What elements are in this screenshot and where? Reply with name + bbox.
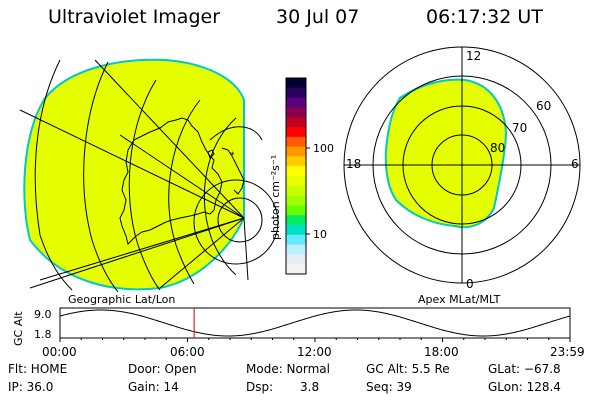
geographic-panel: *: [19, 58, 279, 293]
geo-small-label: *: [230, 151, 235, 161]
colorbar-cell: [286, 146, 306, 157]
geo-panel-label: Geographic Lat/Lon: [68, 293, 175, 306]
altitude-x-ticks: [59, 338, 571, 342]
polar-panel-label: Apex MLat/MLT: [418, 293, 501, 306]
info-door: Door: Open: [128, 362, 197, 376]
geo-meridian: [29, 217, 245, 289]
info-ip: IP: 36.0: [8, 380, 54, 394]
colorbar-cell: [286, 215, 306, 226]
polar-mlt-6: 6: [571, 157, 579, 171]
polar-mlt-18: 18: [346, 157, 361, 171]
time-label: 06:17:32 UT: [426, 6, 543, 28]
polar-mlt-0: 0: [466, 277, 474, 291]
colorbar-cell: [286, 264, 306, 275]
geo-lat-circle: [217, 197, 263, 243]
colorbar-tick-10: 10: [313, 228, 327, 241]
colorbar-cell: [286, 117, 306, 128]
geo-lat-line: [209, 126, 263, 141]
date-label: 30 Jul 07: [276, 6, 360, 28]
polar-panel: 12 18 6 0 60 70 80: [343, 46, 581, 291]
info-glat: GLat: −67.8: [488, 362, 561, 376]
info-dsp-value: 3.8: [300, 380, 320, 394]
geo-coastline: [221, 147, 245, 195]
geo-lat-line: [34, 59, 73, 291]
altitude-tick-label: 00:00: [42, 345, 77, 359]
geo-emission-fill: [23, 58, 245, 291]
colorbar-cell: [286, 205, 306, 216]
colorbar-cell: [286, 234, 306, 246]
polar-lat-60: 60: [536, 99, 551, 113]
altitude-plot: 9.0 1.8 GC Alt 00:00 06:00 12:00 18:00 2…: [12, 307, 585, 359]
altitude-ymax: 9.0: [34, 308, 52, 321]
colorbar-cell: [286, 156, 306, 167]
geo-grid: [19, 59, 279, 293]
colorbar-cell: [286, 195, 306, 206]
polar-lat-70: 70: [512, 121, 527, 135]
polar-emission-fill: [384, 78, 508, 229]
colorbar-cell: [286, 176, 306, 187]
info-gain: Gain: 14: [128, 380, 179, 394]
colorbar-cells: [286, 78, 306, 275]
geo-lat-line: [83, 61, 119, 293]
geo-coastline: [119, 117, 223, 245]
info-dsp-label: Dsp:: [246, 380, 274, 394]
geo-meridian: [119, 134, 245, 219]
colorbar-cell: [286, 107, 306, 118]
geo-coastline: [207, 149, 215, 159]
geo-meridian: [159, 217, 245, 289]
altitude-ymin: 1.8: [34, 328, 52, 341]
info-gcalt: GC Alt: 5.5 Re: [366, 362, 450, 376]
altitude-tick-label: 06:00: [170, 345, 205, 359]
info-flt: Flt: HOME: [8, 362, 68, 376]
polar-mlt-12: 12: [466, 49, 481, 63]
colorbar-cell: [286, 166, 306, 177]
altitude-tick-label: 18:00: [424, 345, 459, 359]
altitude-plot-frame: [59, 307, 571, 339]
geo-meridian: [94, 59, 245, 219]
colorbar-cell: [286, 78, 306, 89]
colorbar-frame: [285, 77, 307, 275]
info-mode: Mode: Normal: [246, 362, 330, 376]
altitude-curve: [59, 309, 571, 337]
altitude-tick-label: 23:59: [550, 345, 585, 359]
geo-meridian: [39, 217, 245, 281]
info-seq: Seq: 39: [366, 380, 412, 394]
colorbar-cell: [286, 254, 306, 265]
colorbar-cell: [286, 244, 306, 255]
colorbar-label: photon cm⁻²s⁻¹: [269, 155, 282, 240]
colorbar-cell: [286, 127, 306, 138]
geo-lat-circle: [193, 179, 279, 265]
geo-lat-line: [128, 79, 161, 291]
colorbar-tick-100: 100: [313, 142, 334, 155]
colorbar: 100 10 photon cm⁻²s⁻¹: [269, 77, 334, 275]
altitude-ylabel: GC Alt: [12, 311, 25, 346]
colorbar-cell: [286, 136, 306, 148]
geo-meridian: [19, 109, 245, 219]
geo-lat-line: [168, 99, 201, 285]
geo-meridian: [243, 217, 249, 281]
colorbar-cell: [286, 225, 306, 236]
info-glon: GLon: 128.4: [488, 380, 561, 394]
colorbar-cell: [286, 87, 306, 99]
colorbar-cell: [286, 185, 306, 197]
colorbar-cell: [286, 97, 306, 108]
app-title: Ultraviolet Imager: [48, 6, 221, 28]
altitude-tick-label: 12:00: [297, 345, 332, 359]
polar-lat-80: 80: [490, 141, 505, 155]
